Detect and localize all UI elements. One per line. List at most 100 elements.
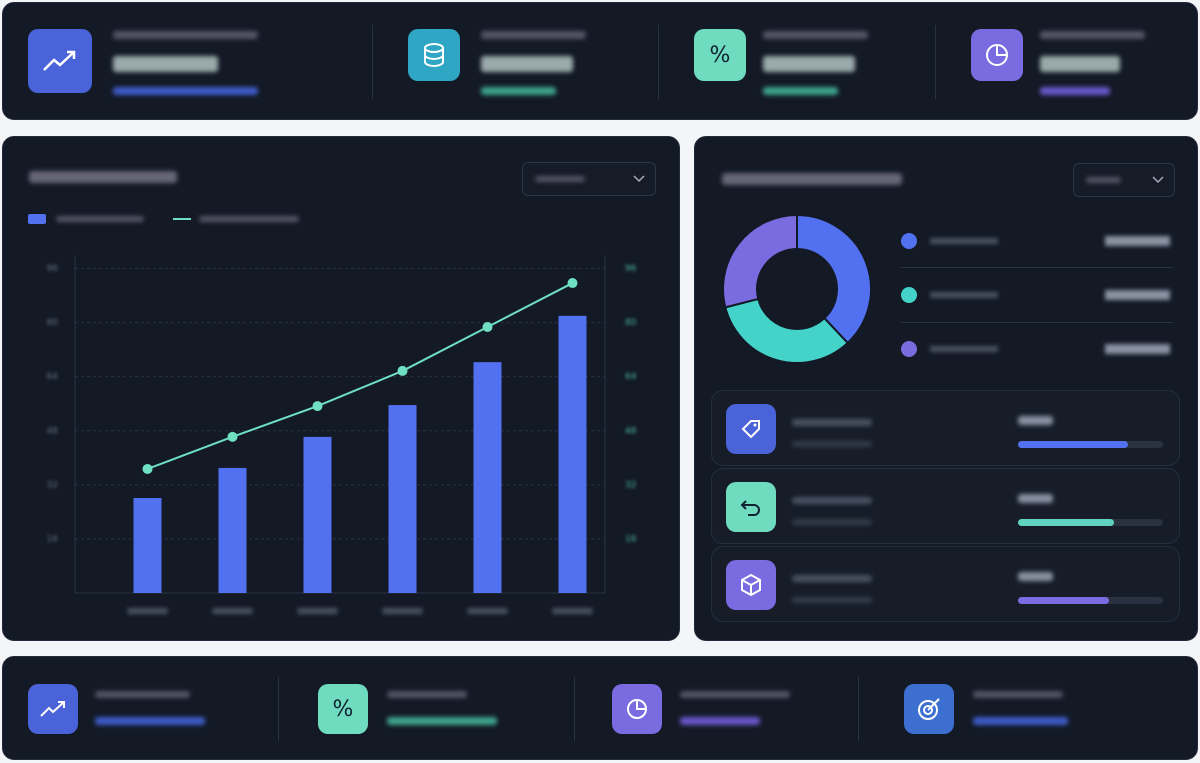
y-tick-label: 32	[47, 480, 58, 490]
glyph	[424, 43, 444, 68]
point	[227, 431, 238, 442]
glyph	[40, 701, 65, 717]
row-label	[792, 575, 872, 582]
divider	[901, 322, 1173, 323]
y-tick-label: 48	[47, 426, 59, 436]
chevron	[1152, 176, 1164, 184]
progress-bar	[1018, 519, 1114, 526]
icon-percent: %	[318, 684, 368, 734]
y-tick-label: 80	[47, 318, 59, 328]
point	[482, 321, 493, 332]
divider	[901, 267, 1173, 268]
legend-text	[56, 216, 144, 222]
row-icon	[726, 560, 776, 610]
bar	[388, 405, 417, 593]
y2-tick-label: 16	[625, 534, 637, 544]
legend-dot	[901, 233, 917, 249]
legend-text-blur	[930, 292, 998, 298]
row-sub	[792, 441, 872, 447]
glyph	[740, 500, 760, 516]
row-icon	[726, 404, 776, 454]
y2-tick-label: 48	[625, 426, 637, 436]
row-value	[1018, 494, 1053, 503]
glyph	[43, 50, 76, 71]
value	[680, 717, 760, 725]
row-label	[792, 419, 872, 426]
x-tick-blur	[552, 608, 593, 614]
value	[763, 56, 855, 72]
row-value	[1018, 572, 1053, 581]
progress-bar	[1018, 441, 1129, 448]
divider	[935, 25, 936, 99]
icon-trend	[28, 684, 78, 734]
panel-title	[722, 173, 902, 185]
label	[680, 691, 790, 698]
x-tick-blur	[127, 608, 168, 614]
point	[312, 401, 323, 412]
bar	[558, 315, 587, 593]
x-tick-blur	[382, 608, 423, 614]
row-sub	[792, 597, 872, 603]
delta	[113, 87, 258, 95]
value	[973, 717, 1068, 725]
donut-slice	[722, 213, 798, 309]
x-tick-blur	[467, 608, 508, 614]
row-icon	[726, 482, 776, 532]
kpi-top: %	[2, 2, 1198, 120]
dropdown[interactable]	[522, 162, 656, 196]
legend-dot	[901, 341, 917, 357]
delta	[481, 87, 556, 95]
label	[763, 31, 868, 39]
value	[1040, 56, 1120, 72]
dropdown[interactable]	[1073, 163, 1175, 197]
glyph	[741, 573, 761, 597]
y-tick-label: 96	[47, 264, 59, 274]
chevron	[633, 175, 645, 183]
divider	[372, 25, 373, 99]
bar	[133, 498, 162, 593]
divider	[658, 25, 659, 99]
glyph	[741, 420, 760, 439]
glyph	[627, 699, 647, 719]
glyph	[918, 698, 940, 720]
y2-tick-label: 32	[625, 480, 636, 490]
delta	[763, 87, 838, 95]
divider	[574, 677, 575, 741]
legend-value-blur	[1105, 236, 1170, 246]
donut-slice	[796, 213, 872, 345]
y-tick-label: 16	[47, 534, 59, 544]
y-tick-label: 64	[47, 372, 59, 382]
value	[95, 717, 205, 725]
line	[147, 282, 573, 470]
icon-pie	[971, 29, 1023, 81]
row-sub	[792, 519, 872, 525]
row-label	[792, 497, 872, 504]
icon-trend	[28, 29, 92, 93]
legend-swatch	[28, 214, 46, 224]
value	[113, 56, 218, 72]
legend-text-blur	[930, 238, 998, 244]
kpi-bottom: %	[2, 656, 1198, 760]
icon-target	[904, 684, 954, 734]
label	[113, 31, 258, 39]
x-tick-blur	[297, 608, 338, 614]
value	[481, 56, 573, 72]
icon-db	[408, 29, 460, 81]
legend-value-blur	[1105, 290, 1170, 300]
label	[95, 691, 190, 698]
point	[397, 365, 408, 376]
label	[387, 691, 467, 698]
chart-title	[29, 171, 177, 183]
dropdown-text	[1086, 177, 1121, 183]
icon-percent: %	[694, 29, 746, 81]
status-row	[711, 390, 1180, 466]
y2-tick-label: 64	[625, 372, 637, 382]
point	[567, 278, 578, 289]
icon-pie	[612, 684, 662, 734]
progress-bar	[1018, 597, 1110, 604]
status-row	[711, 468, 1180, 544]
legend-text	[199, 216, 299, 222]
value	[387, 717, 497, 725]
